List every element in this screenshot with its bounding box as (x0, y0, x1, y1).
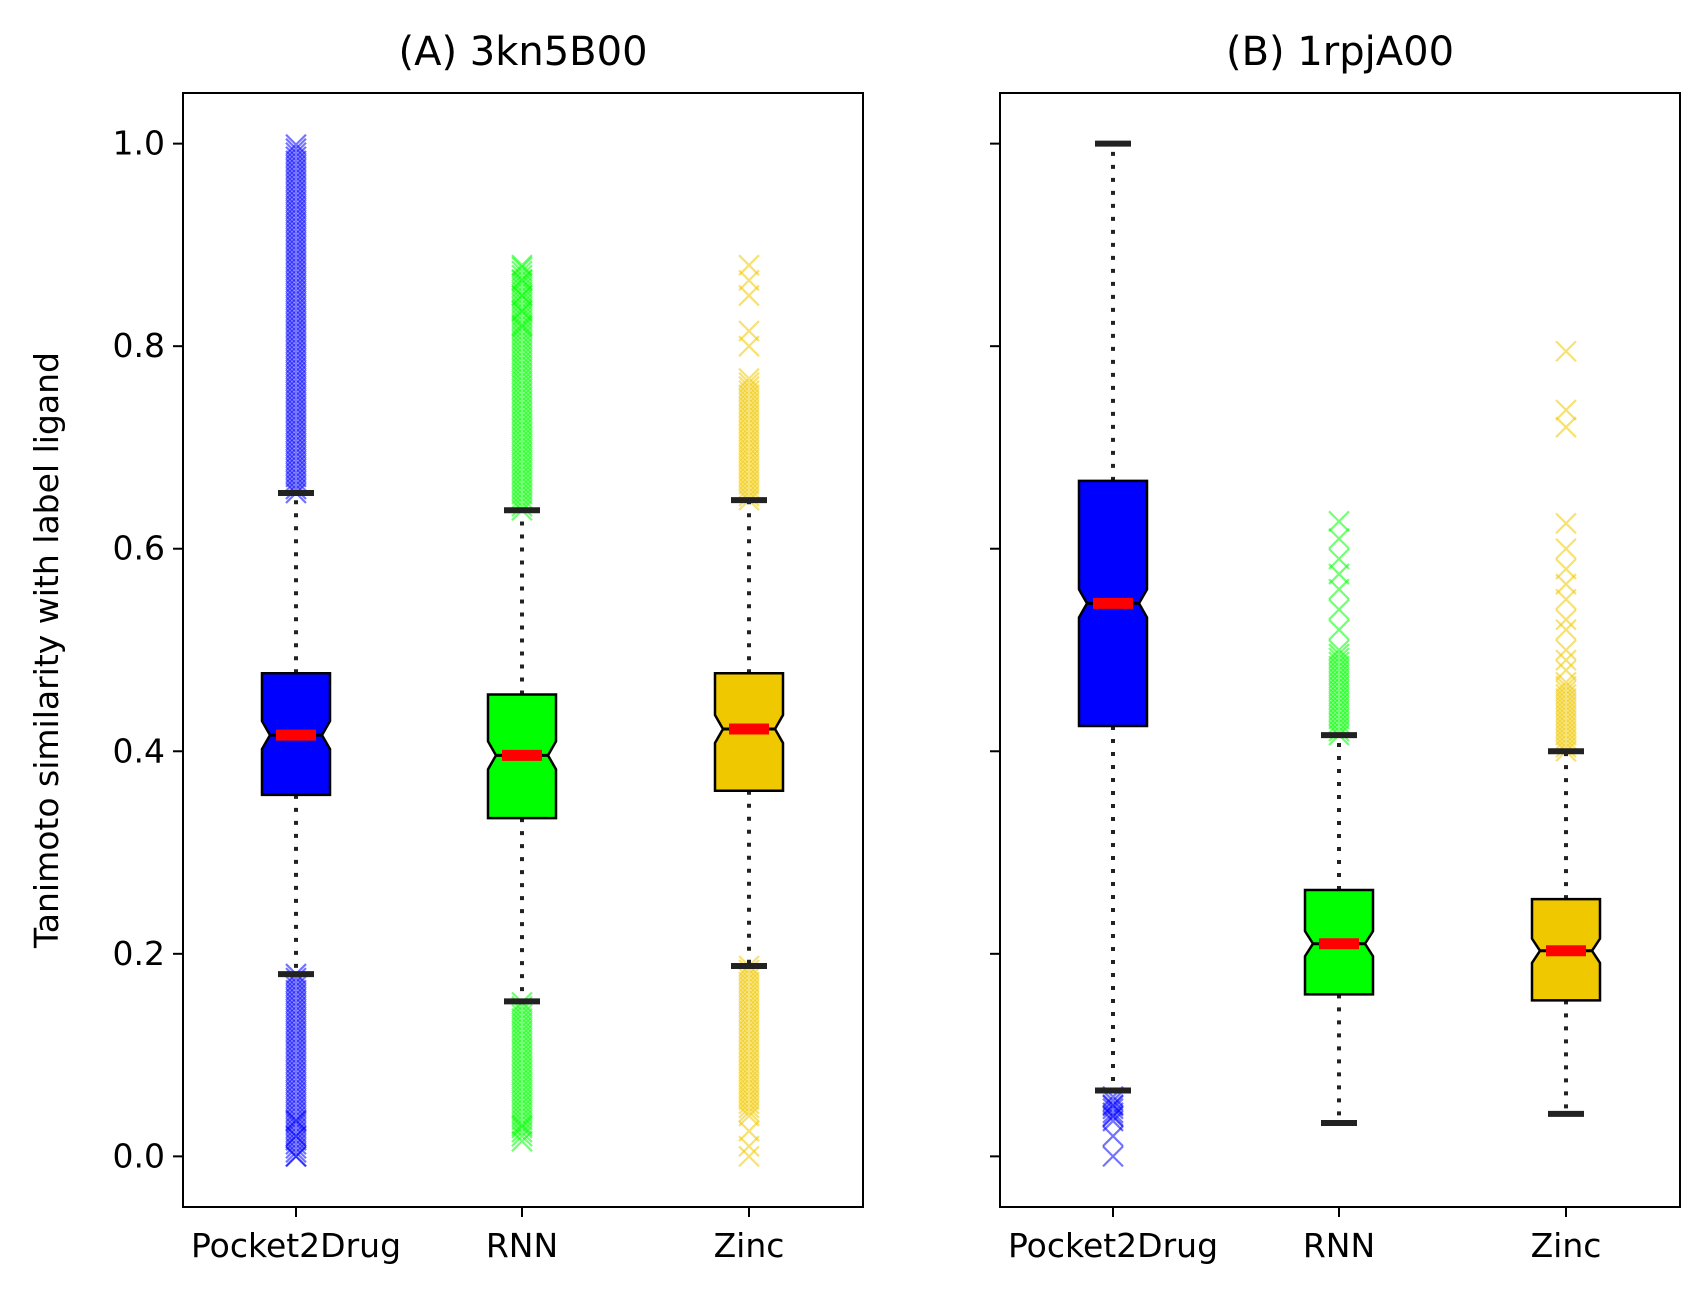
outlier-point (1555, 649, 1577, 671)
outlier-point (738, 1145, 760, 1168)
x-tick-label: Pocket2Drug (191, 1226, 401, 1265)
outlier-point (511, 269, 533, 292)
plot-area-a: 0.0 0.2 0.4 0.6 0.8 1.0 Pocket2Drug RNN Zinc (113, 124, 785, 1265)
outlier-point (738, 269, 760, 292)
axes-frame-a (182, 92, 864, 1208)
x-tick-label: Pocket2Drug (1008, 1226, 1218, 1265)
outlier-point (1328, 527, 1350, 550)
outlier-point (511, 284, 533, 307)
outlier-point (285, 137, 307, 160)
outlier-point (511, 1130, 533, 1152)
outlier-point (1555, 573, 1577, 595)
outlier-point (1555, 608, 1577, 631)
panel-a-title: (A) 3kn5B00 (398, 29, 647, 75)
outlier-point (511, 299, 533, 322)
outlier-point (738, 371, 760, 394)
outlier-point (1328, 563, 1350, 585)
y-tick-label: 0.8 (113, 326, 165, 365)
outlier-point (1328, 510, 1350, 533)
outlier-point (511, 264, 533, 287)
outlier-point (1102, 1094, 1124, 1117)
outlier-point (1555, 416, 1577, 438)
outlier-point (511, 260, 533, 283)
outlier-point (285, 133, 307, 156)
outlier-point (1328, 643, 1350, 665)
outlier-point (1328, 578, 1350, 601)
outlier-point (738, 375, 760, 398)
y-tick-label: 0.6 (113, 529, 165, 568)
panel-b: (B) 1rpjA00 Pocket2Drug RNN Zinc (990, 29, 1681, 1265)
outlier-point (285, 1125, 307, 1147)
outlier-point (1555, 618, 1577, 641)
x-tick-label: Zinc (1531, 1226, 1602, 1265)
y-tick-label: 0.0 (113, 1136, 165, 1175)
plot-area-b: Pocket2Drug RNN Zinc (990, 140, 1602, 1265)
y-axis-label: Tanimoto similarity with label ligand (27, 352, 66, 949)
outlier-point (285, 1145, 307, 1168)
y-tick-label: 0.4 (113, 731, 165, 770)
outlier-point (1555, 399, 1577, 421)
outlier-point (511, 1115, 533, 1137)
panel-a: (A) 3kn5B00 Tanimoto similarity with lab… (27, 29, 864, 1265)
outlier-point (738, 320, 760, 342)
outlier-point (1555, 512, 1577, 535)
x-tick-label: RNN (1303, 1226, 1375, 1265)
outlier-point (1555, 679, 1577, 702)
outlier-point (1102, 1145, 1124, 1168)
outlier-point (738, 254, 760, 276)
outlier-point (511, 254, 533, 276)
outlier-point (738, 284, 760, 307)
x-tick-label: RNN (486, 1226, 558, 1265)
outlier-point (511, 315, 533, 337)
x-tick-label: Zinc (714, 1226, 785, 1265)
outlier-point (1328, 618, 1350, 641)
y-tick-label: 0.2 (113, 934, 165, 973)
axes-frame-b (999, 92, 1681, 1208)
outlier-point (1555, 675, 1577, 698)
outlier-point (1102, 1105, 1124, 1127)
outlier-point (1102, 1089, 1124, 1112)
outlier-point (1555, 537, 1577, 560)
outlier-point (738, 335, 760, 357)
outlier-point (738, 1135, 760, 1158)
outlier-point (285, 1110, 307, 1132)
outlier-point (1555, 588, 1577, 611)
outlier-point (1328, 548, 1350, 570)
outlier-point (1328, 639, 1350, 661)
outlier-point (285, 141, 307, 164)
outlier-point (1555, 639, 1577, 661)
outlier-point (1328, 647, 1350, 669)
outlier-point (738, 1120, 760, 1142)
y-tick-label: 1.0 (113, 124, 165, 163)
outlier-point (738, 367, 760, 390)
outlier-point (1102, 1125, 1124, 1147)
outlier-point (1555, 558, 1577, 580)
outlier-point (1328, 598, 1350, 621)
panel-b-title: (B) 1rpjA00 (1226, 29, 1454, 75)
outlier-point (1555, 659, 1577, 682)
outlier-point (1555, 340, 1577, 363)
